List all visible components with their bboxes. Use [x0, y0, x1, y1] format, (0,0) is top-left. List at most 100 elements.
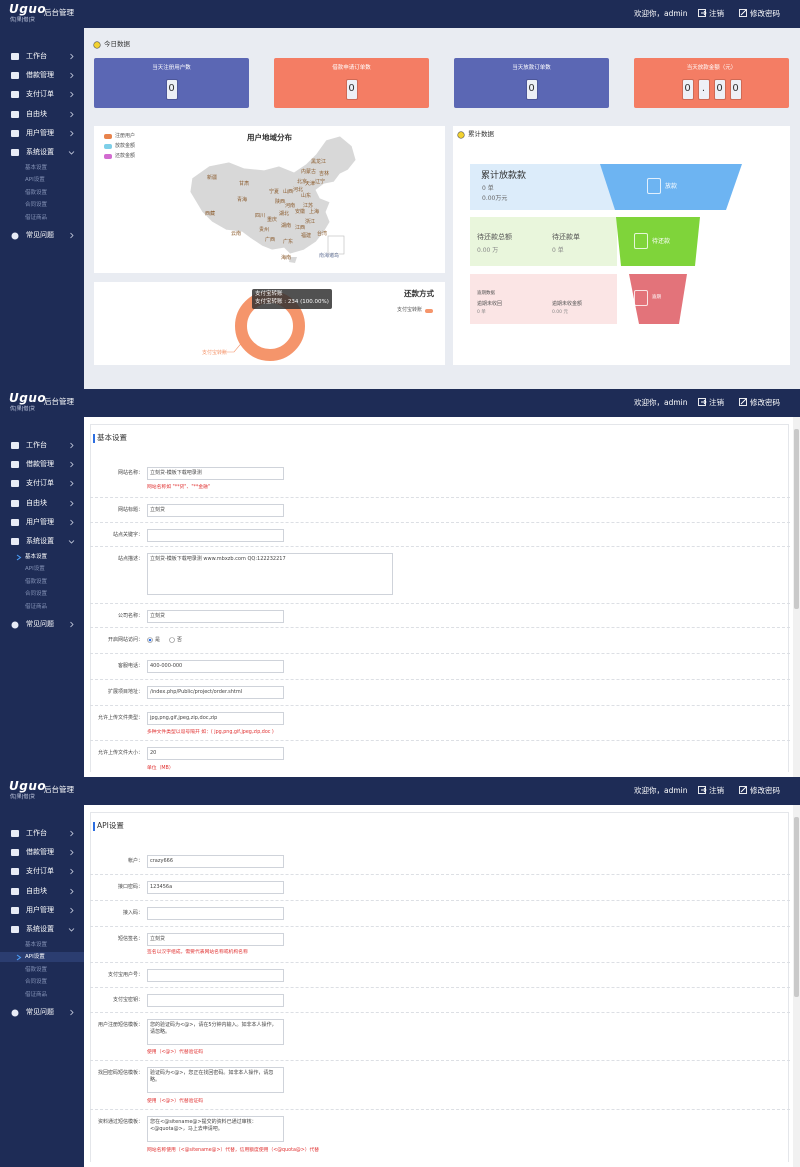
radio-label[interactable]: 是	[155, 637, 161, 643]
submenu-item[interactable]: 基本设置	[25, 554, 48, 560]
chevron	[68, 928, 75, 932]
menu-item[interactable]: 借款管理	[26, 71, 54, 79]
icon	[11, 500, 19, 507]
menu-item[interactable]: 支付订单	[26, 479, 54, 487]
textarea[interactable]: 您在<@sitename@>提交的资料已通过审核：<@quota@>，马上去申请…	[147, 1116, 284, 1142]
text-input[interactable]: 立刻贷	[147, 504, 284, 517]
legend-label: 放款金额	[115, 143, 136, 149]
menu-item[interactable]: 自由块	[26, 110, 47, 118]
chevron	[70, 53, 74, 60]
province-label: 吉林	[319, 171, 330, 177]
menu-item[interactable]: 借款管理	[26, 848, 54, 856]
logo-sub: 优|果|借|贷	[10, 406, 36, 412]
menu-item[interactable]: 用户管理	[26, 129, 54, 137]
row-separator	[90, 522, 790, 523]
icon	[11, 91, 19, 98]
submenu-item[interactable]: 借证商品	[25, 604, 48, 610]
digit-box: .	[698, 80, 709, 99]
chevron	[70, 849, 74, 856]
logout-link[interactable]: 注销	[709, 786, 724, 795]
chevron	[70, 830, 74, 837]
menu-item[interactable]: 用户管理	[26, 906, 54, 914]
logout-link[interactable]: 注销	[709, 9, 724, 18]
menu-item[interactable]: 借款管理	[26, 460, 54, 468]
tooltip-title: 支付宝转账	[255, 291, 283, 297]
text-input[interactable]: 立刻贷-模板下载吧录测	[147, 467, 284, 480]
icon	[11, 130, 19, 137]
menu-item[interactable]: 自由块	[26, 887, 47, 895]
row-separator	[90, 603, 790, 604]
icon	[11, 111, 19, 118]
text-input[interactable]: jpg,png,gif,jpeg,zip,doc,zip	[147, 712, 284, 725]
change-password-link[interactable]: 修改密码	[750, 9, 780, 18]
submenu-item[interactable]: 合同设置	[25, 202, 48, 208]
china-map	[189, 135, 357, 263]
submenu-item[interactable]: API设置	[25, 954, 45, 960]
top-bar: Uguo 优|果|借|贷 后台管理 欢迎你，admin 注销 修改密码	[0, 0, 800, 28]
menu-item[interactable]: 工作台	[26, 441, 47, 449]
icon	[11, 538, 19, 545]
icon	[739, 398, 747, 406]
text-input[interactable]: /index.php/Public/project/order.shtml	[147, 686, 284, 699]
textarea[interactable]: 立刻贷-模板下载吧录测 www.mbxzb.com QQ:122232217	[147, 553, 393, 595]
text-input[interactable]	[147, 969, 284, 982]
submenu-item[interactable]: 合同设置	[25, 591, 48, 597]
menu-item[interactable]: 工作台	[26, 52, 47, 60]
submenu-item[interactable]: API设置	[25, 566, 45, 572]
chevron	[70, 868, 74, 875]
submenu-item[interactable]: 借款设置	[25, 579, 48, 585]
change-password-link[interactable]: 修改密码	[750, 786, 780, 795]
pie-title: 还款方式	[404, 289, 434, 298]
logout-link[interactable]: 注销	[709, 398, 724, 407]
submenu-item[interactable]: 借款设置	[25, 967, 48, 973]
dot	[93, 41, 101, 49]
menu-item[interactable]: 支付订单	[26, 90, 54, 98]
item-label: 待还款单	[552, 233, 580, 241]
text-input[interactable]	[147, 994, 284, 1007]
field-label: 短信签名：	[117, 936, 143, 942]
stage-label: 逾期	[652, 295, 661, 300]
label-line	[222, 339, 245, 353]
menu-item[interactable]: 自由块	[26, 499, 47, 507]
chevron	[70, 480, 74, 487]
submenu-item[interactable]: 借款设置	[25, 190, 48, 196]
stage-icon	[647, 178, 661, 194]
text-input[interactable]: 123456a	[147, 881, 284, 894]
menu-item[interactable]: 常见问题	[26, 231, 54, 239]
submenu-item[interactable]: 借证商品	[25, 215, 48, 221]
menu-item[interactable]: 系统设置	[26, 925, 54, 933]
submenu-item[interactable]: 基本设置	[25, 942, 48, 948]
submenu-item[interactable]: 基本设置	[25, 165, 48, 171]
text-input[interactable]	[147, 529, 284, 542]
menu-item[interactable]: 常见问题	[26, 620, 54, 628]
radio-label[interactable]: 否	[177, 637, 183, 643]
textarea[interactable]: 您的验证码为<@>，请在5分钟内输入。如非本人操作，请忽略。	[147, 1019, 284, 1045]
menu-item[interactable]: 系统设置	[26, 537, 54, 545]
menu-item[interactable]: 工作台	[26, 829, 47, 837]
text-input[interactable]: 400-000-000	[147, 660, 284, 673]
funnel-stage	[616, 217, 700, 266]
item-label: 待还款总额	[477, 233, 512, 241]
change-password-link[interactable]: 修改密码	[750, 398, 780, 407]
textarea[interactable]: 验证码为<@>，您正在找回密码。如非本人操作，请忽略。	[147, 1067, 284, 1093]
submenu-item[interactable]: 借证商品	[25, 992, 48, 998]
chevron	[70, 53, 74, 60]
menu-item[interactable]: 系统设置	[26, 148, 54, 156]
text-input[interactable]: 20	[147, 747, 284, 760]
province-label: 宁夏	[269, 189, 280, 195]
text-input[interactable]	[147, 907, 284, 920]
menu-item[interactable]: 常见问题	[26, 1008, 54, 1016]
icon	[11, 461, 19, 468]
submenu-item[interactable]: API设置	[25, 177, 45, 183]
chevron	[70, 461, 74, 468]
province-label: 浙江	[305, 219, 316, 225]
menu-item[interactable]: 用户管理	[26, 518, 54, 526]
text-input[interactable]: 立刻贷	[147, 610, 284, 623]
menu-item[interactable]: 支付订单	[26, 867, 54, 875]
active-highlight	[0, 952, 84, 962]
text-input[interactable]: crazy666	[147, 855, 284, 868]
submenu-item[interactable]: 合同设置	[25, 979, 48, 985]
edit-icon	[739, 398, 747, 406]
text-input[interactable]: 立刻贷	[147, 933, 284, 946]
